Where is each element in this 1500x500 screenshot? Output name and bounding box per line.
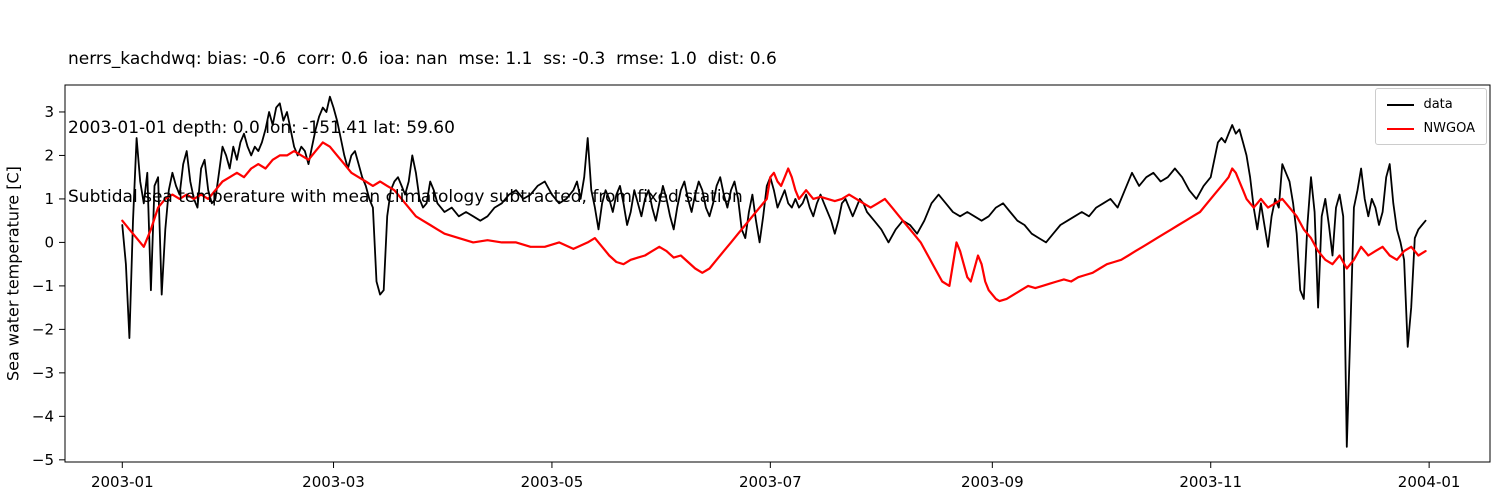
y-axis-label: Sea water temperature [C] — [3, 166, 23, 381]
title-line-stats: nerrs_kachdwq: bias: -0.6 corr: 0.6 ioa:… — [68, 49, 777, 69]
plot-frame — [64, 84, 1491, 463]
y-tick-label: −4 — [32, 407, 54, 425]
title-line-meta: 2003-01-01 depth: 0.0 lon: -151.41 lat: … — [68, 118, 455, 138]
x-tick-label: 2003-01 — [91, 473, 154, 491]
y-tick-label: −3 — [32, 364, 54, 382]
figure-titles: nerrs_kachdwq: bias: -0.6 corr: 0.6 ioa:… — [68, 2, 777, 255]
legend-entry-data: data — [1387, 97, 1475, 112]
x-tick-label: 2003-11 — [1179, 473, 1242, 491]
legend-label-nwgoa: NWGOA — [1423, 121, 1475, 136]
y-tick-label: 3 — [44, 103, 54, 121]
y-tick-label: −2 — [32, 320, 54, 338]
y-tick-label: −1 — [32, 277, 54, 295]
x-tick-label: 2003-03 — [302, 473, 365, 491]
x-tick-label: 2003-05 — [521, 473, 584, 491]
legend-entry-nwgoa: NWGOA — [1387, 121, 1475, 136]
y-tick-label: 1 — [44, 190, 54, 208]
y-tick-label: −5 — [32, 451, 54, 469]
series-line-nwgoa — [121, 141, 1427, 303]
title-line-description: Subtidal sea temperature with mean clima… — [68, 187, 743, 207]
y-tick-label: 2 — [44, 146, 54, 164]
series-line-data — [121, 95, 1427, 448]
legend-line-sample-nwgoa — [1387, 127, 1415, 130]
legend-label-data: data — [1423, 97, 1453, 112]
legend-line-sample-data — [1387, 103, 1415, 106]
y-tick-label: 0 — [44, 233, 54, 251]
x-tick-label: 2004-01 — [1398, 473, 1461, 491]
legend: data NWGOA — [1375, 88, 1487, 145]
x-tick-label: 2003-07 — [739, 473, 802, 491]
x-tick-label: 2003-09 — [961, 473, 1024, 491]
